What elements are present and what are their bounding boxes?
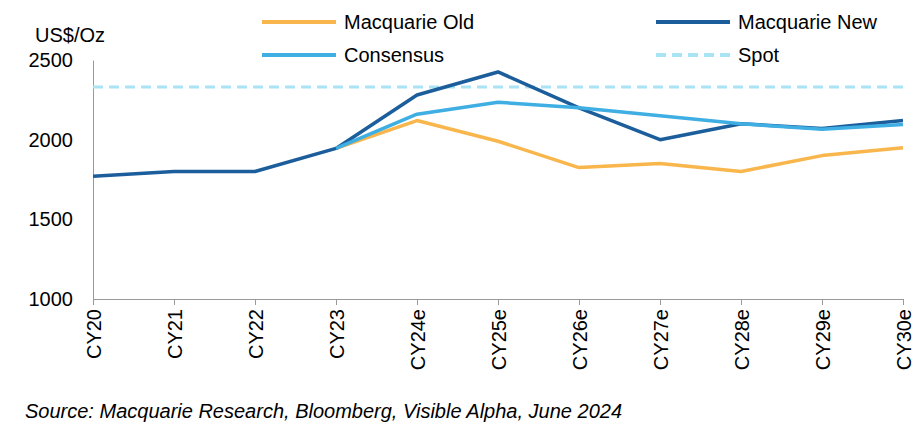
y-tick: 1500	[29, 208, 94, 230]
x-tick-mark	[579, 299, 580, 305]
x-tick-mark	[174, 299, 175, 305]
x-tick: CY23	[326, 299, 348, 359]
y-tick-label: 2500	[29, 49, 74, 71]
legend-item: Spot	[656, 44, 780, 66]
x-tick-label: CY29e	[812, 309, 834, 370]
x-tick-label: CY27e	[650, 309, 672, 370]
x-tick-label: CY25e	[488, 309, 510, 370]
legend-swatch	[656, 20, 730, 24]
series-line	[93, 72, 903, 176]
x-axis: CY20 CY21 CY22 CY23 CY24e CY25e CY26e CY27e CY28…	[83, 299, 915, 370]
x-tick: CY27e	[650, 299, 672, 370]
x-tick: CY24e	[407, 299, 429, 370]
x-tick: CY26e	[569, 299, 591, 370]
x-tick-mark	[255, 299, 256, 305]
legend-swatch	[262, 53, 336, 57]
x-tick-mark	[498, 299, 499, 305]
x-tick-label: CY23	[326, 309, 348, 359]
y-axis: 1000 1500 2000 2500	[29, 49, 94, 310]
x-tick-label: CY30e	[893, 309, 915, 370]
y-axis-title: US$/Oz	[35, 24, 105, 46]
lines	[93, 72, 903, 176]
x-tick: CY30e	[893, 299, 915, 370]
legend: Macquarie Old Macquarie New Consensus Spot	[262, 11, 878, 66]
y-tick: 2500	[29, 49, 94, 71]
y-axis-line	[93, 61, 94, 300]
legend-item: Macquarie Old	[262, 11, 474, 33]
y-tick: 2000	[29, 129, 94, 151]
legend-swatch	[262, 20, 336, 24]
x-tick-label: CY26e	[569, 309, 591, 370]
legend-label: Consensus	[344, 44, 444, 66]
series-line	[93, 86, 903, 89]
x-tick-mark	[903, 299, 904, 305]
x-tick-label: CY20	[83, 309, 105, 359]
source-note: Source: Macquarie Research, Bloomberg, V…	[25, 400, 622, 422]
x-tick: CY29e	[812, 299, 834, 370]
legend-label: Spot	[738, 44, 780, 66]
x-tick-mark	[741, 299, 742, 305]
y-tick: 1000	[29, 288, 94, 310]
x-tick-label: CY21	[164, 309, 186, 359]
x-tick-mark	[822, 299, 823, 305]
x-tick: CY20	[83, 299, 105, 359]
x-tick-mark	[336, 299, 337, 305]
x-tick: CY25e	[488, 299, 510, 370]
legend-label: Macquarie New	[738, 11, 878, 33]
x-tick: CY28e	[731, 299, 753, 370]
y-tick-label: 1000	[29, 288, 74, 310]
legend-item: Macquarie New	[656, 11, 878, 33]
chart: 1000150020002500CY20CY21CY22CY23CY24eCY2…	[0, 0, 924, 437]
legend-item: Consensus	[262, 44, 444, 66]
x-tick-label: CY28e	[731, 309, 753, 370]
y-tick-label: 1500	[29, 208, 74, 230]
legend-swatch	[656, 53, 730, 57]
x-tick-mark	[660, 299, 661, 305]
x-tick-label: CY24e	[407, 309, 429, 370]
legend-label: Macquarie Old	[344, 11, 474, 33]
x-tick: CY22	[245, 299, 267, 359]
x-tick-mark	[417, 299, 418, 305]
y-tick-label: 2000	[29, 129, 74, 151]
x-tick-label: CY22	[245, 309, 267, 359]
series-line	[336, 102, 903, 148]
x-tick-mark	[93, 299, 94, 305]
x-tick: CY21	[164, 299, 186, 359]
